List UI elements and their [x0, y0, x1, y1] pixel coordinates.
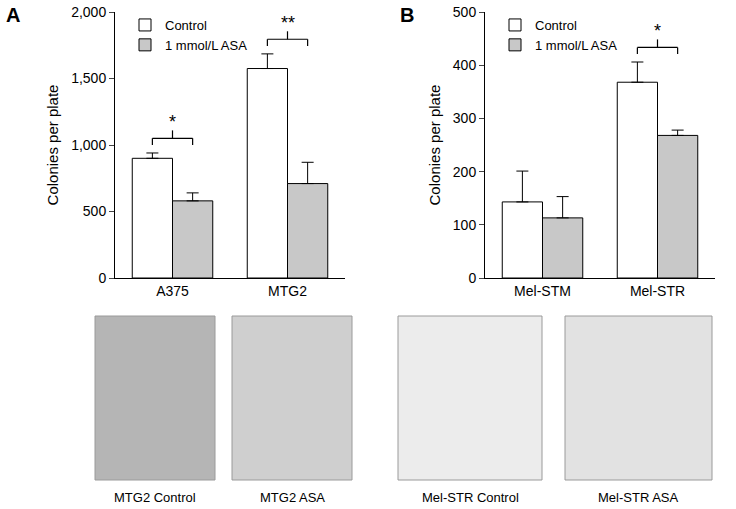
- svg-text:100: 100: [453, 217, 477, 233]
- svg-text:300: 300: [453, 110, 477, 126]
- svg-text:MTG2 ASA: MTG2 ASA: [260, 490, 325, 505]
- svg-text:500: 500: [83, 203, 107, 219]
- svg-text:*: *: [169, 112, 176, 132]
- svg-text:0: 0: [98, 270, 106, 286]
- svg-text:A375: A375: [156, 283, 189, 299]
- svg-text:1,500: 1,500: [71, 70, 106, 86]
- svg-text:Colonies per plate: Colonies per plate: [44, 85, 61, 206]
- svg-text:MTG2: MTG2: [268, 283, 307, 299]
- svg-text:2,000: 2,000: [71, 4, 106, 20]
- svg-text:B: B: [400, 4, 414, 26]
- svg-text:*: *: [654, 21, 661, 41]
- svg-text:500: 500: [453, 4, 477, 20]
- svg-text:Control: Control: [535, 18, 577, 33]
- svg-text:400: 400: [453, 57, 477, 73]
- svg-text:MTG2 Control: MTG2 Control: [114, 490, 196, 505]
- svg-text:**: **: [281, 13, 295, 33]
- svg-text:Colonies per plate: Colonies per plate: [426, 85, 443, 206]
- svg-text:1 mmol/L ASA: 1 mmol/L ASA: [165, 38, 247, 53]
- svg-text:A: A: [6, 4, 20, 26]
- svg-text:Mel-STR Control: Mel-STR Control: [422, 490, 519, 505]
- svg-text:0: 0: [468, 270, 476, 286]
- svg-text:1,000: 1,000: [71, 137, 106, 153]
- svg-text:Mel-STR ASA: Mel-STR ASA: [598, 490, 679, 505]
- svg-text:1 mmol/L ASA: 1 mmol/L ASA: [535, 38, 617, 53]
- svg-text:Mel-STM: Mel-STM: [514, 283, 571, 299]
- svg-text:200: 200: [453, 164, 477, 180]
- svg-text:Mel-STR: Mel-STR: [630, 283, 685, 299]
- svg-text:Control: Control: [165, 18, 207, 33]
